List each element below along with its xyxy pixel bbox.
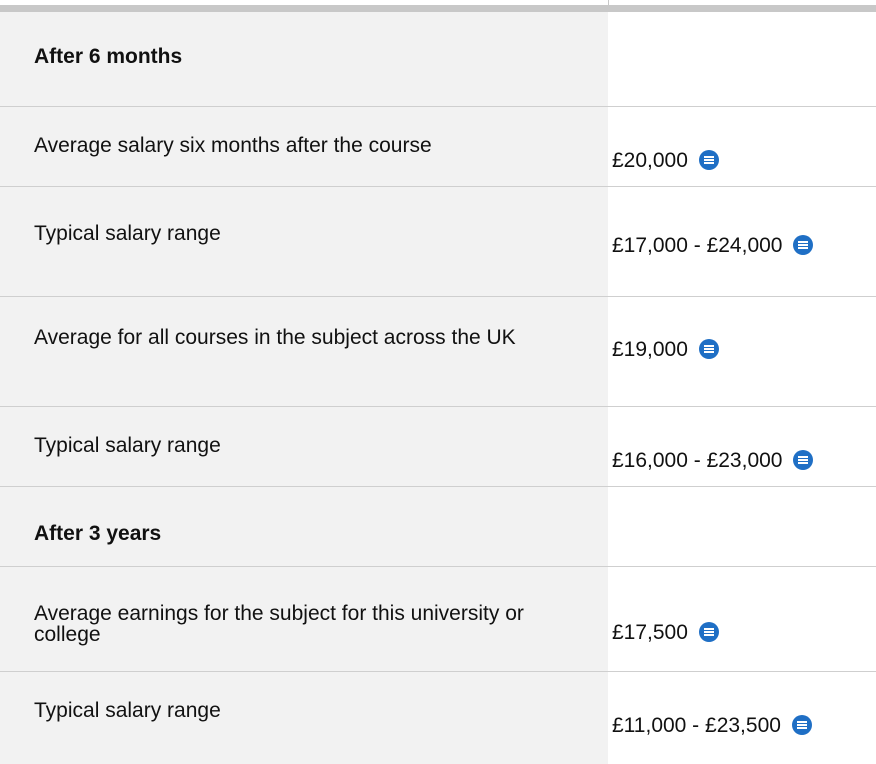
section-row: After 6 months [0,12,876,107]
row-value: £16,000 - £23,000 [612,449,783,472]
row: Typical salary range £17,000 - £24,000 [0,187,876,297]
row-value: £19,000 [612,338,688,361]
row-label: Typical salary range [0,672,608,764]
row-value: £20,000 [612,149,688,172]
info-icon[interactable] [792,449,814,471]
section-row: After 3 years [0,487,876,567]
info-icon[interactable] [792,234,814,256]
row-label: Average earnings for the subject for thi… [0,567,608,671]
row: Typical salary range £16,000 - £23,000 [0,407,876,487]
info-icon[interactable] [698,621,720,643]
section-title: After 3 years [0,487,608,566]
salary-table: After 6 months Average salary six months… [0,12,876,764]
row: Average for all courses in the subject a… [0,297,876,407]
info-icon[interactable] [791,714,813,736]
row-value: £17,500 [612,621,688,644]
row-label: Average for all courses in the subject a… [0,297,608,406]
row: Average earnings for the subject for thi… [0,567,876,672]
row-value: £17,000 - £24,000 [612,234,783,257]
row: Typical salary range £11,000 - £23,500 [0,672,876,764]
row: Average salary six months after the cour… [0,107,876,187]
row-label: Typical salary range [0,407,608,486]
row-value: £11,000 - £23,500 [612,714,781,737]
info-icon[interactable] [698,149,720,171]
divider [608,0,609,5]
info-icon[interactable] [698,338,720,360]
row-label: Typical salary range [0,187,608,296]
section-title: After 6 months [0,12,608,106]
row-label: Average salary six months after the cour… [0,107,608,186]
top-bar [0,5,876,12]
